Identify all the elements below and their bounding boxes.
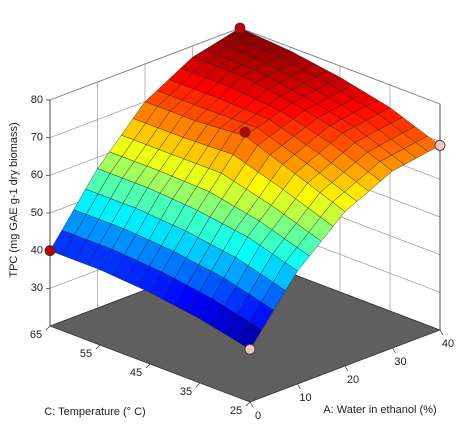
- tick-mark: [245, 401, 251, 407]
- y-tick-label: 65: [30, 329, 42, 341]
- z-tick-label: 30: [31, 282, 43, 294]
- design-point: [239, 126, 251, 138]
- tick-mark: [145, 363, 151, 369]
- x-tick-label: 20: [347, 374, 359, 386]
- x-tick-label: 0: [255, 410, 261, 422]
- z-tick-label: 70: [31, 132, 43, 144]
- x-tick-label: 10: [299, 392, 311, 404]
- design-point: [434, 140, 446, 151]
- tick-mark: [95, 344, 101, 350]
- tick-mark: [439, 329, 444, 336]
- y-tick-label: 45: [130, 367, 142, 379]
- z-tick-label: 50: [31, 207, 43, 219]
- y-axis-label: C: Temperature (° C): [44, 406, 145, 418]
- x-tick-label: 30: [394, 356, 406, 368]
- tick-mark: [249, 401, 254, 408]
- tick-mark: [344, 365, 349, 372]
- z-axis-label: TPC (mg GAE g-1 dry biomass): [8, 122, 20, 277]
- z-tick-label: 40: [31, 245, 43, 257]
- z-tick-label: 80: [31, 94, 43, 106]
- y-tick-label: 35: [180, 386, 192, 398]
- x-axis-label: A: Water in ethanol (%): [323, 404, 436, 416]
- design-point: [244, 343, 256, 355]
- z-tick-label: 60: [31, 169, 43, 181]
- tick-mark: [297, 383, 301, 390]
- y-tick-label: 55: [80, 348, 92, 360]
- design-point: [44, 245, 56, 257]
- surface-cell: [237, 321, 263, 350]
- tick-mark: [195, 382, 201, 388]
- x-tick-label: 40: [442, 338, 454, 350]
- design-point: [234, 22, 246, 34]
- tick-mark: [392, 347, 396, 354]
- tick-mark: [45, 325, 51, 331]
- y-tick-label: 25: [230, 405, 242, 417]
